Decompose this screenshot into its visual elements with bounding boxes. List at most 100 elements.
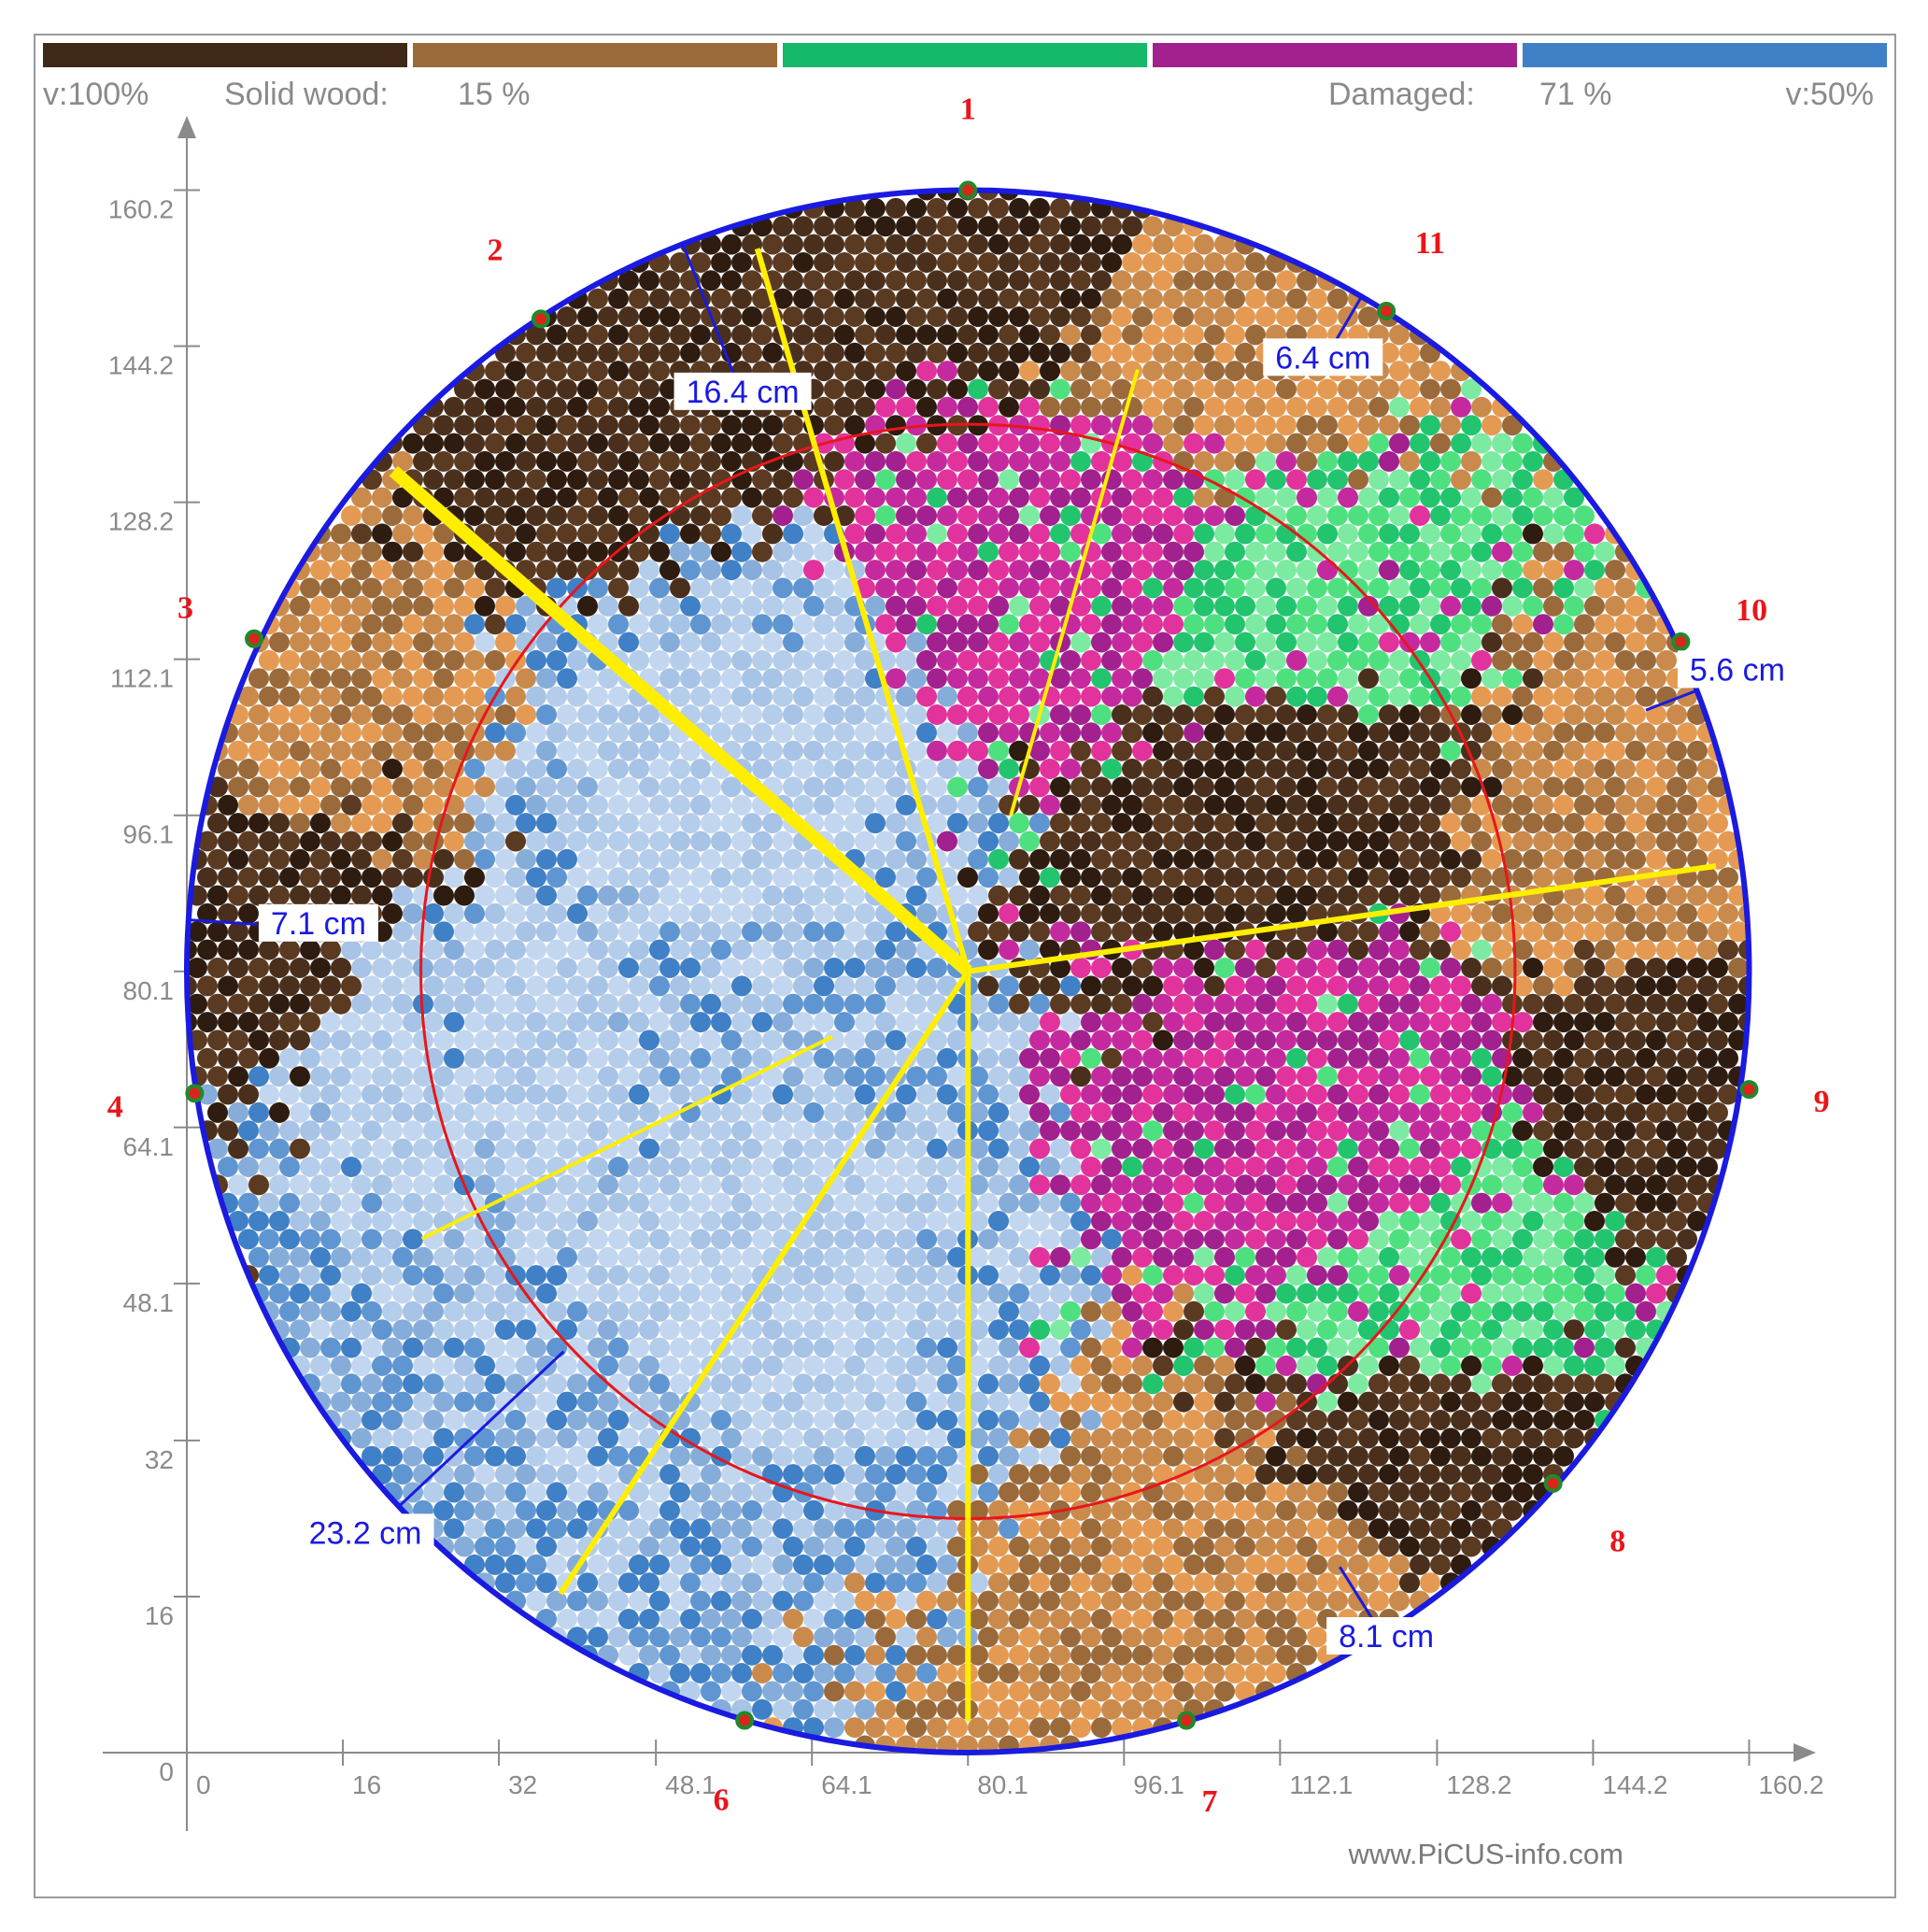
tomogram-cell — [526, 1482, 546, 1503]
tomogram-cell — [1358, 704, 1379, 725]
tomogram-cell — [814, 577, 834, 599]
tomogram-cell — [731, 288, 752, 309]
tomogram-cell — [670, 1120, 690, 1142]
tomogram-cell — [1142, 1590, 1163, 1612]
tomogram-cell — [927, 1428, 947, 1449]
tomogram-cell — [731, 649, 752, 671]
tomogram-cell — [957, 252, 978, 273]
tomogram-cell — [1338, 958, 1358, 978]
tomogram-cell — [1379, 668, 1399, 689]
tomogram-cell — [577, 342, 598, 363]
tomogram-cell — [1584, 1066, 1605, 1087]
tomogram-cell — [680, 993, 701, 1015]
tomogram-cell — [896, 252, 916, 273]
tomogram-cell — [1101, 1590, 1122, 1612]
tomogram-cell — [557, 958, 577, 978]
tomogram-cell — [701, 1211, 721, 1231]
tomogram-cell — [1101, 649, 1122, 671]
tomogram-cell — [351, 1283, 372, 1304]
tomogram-cell — [752, 722, 773, 744]
tomogram-cell — [1656, 1047, 1677, 1069]
tomogram-cell — [1307, 649, 1327, 671]
tomogram-cell — [475, 450, 495, 472]
tomogram-cell — [1235, 1391, 1255, 1413]
tomogram-cell — [1307, 1265, 1327, 1286]
tomogram-cell — [1564, 813, 1584, 834]
tomogram-cell — [1471, 759, 1492, 779]
tomogram-cell — [423, 759, 444, 779]
tomogram-cell — [1276, 487, 1297, 508]
tomogram-cell — [1646, 1138, 1666, 1159]
tomogram-cell — [690, 1300, 711, 1322]
tomogram-cell — [968, 813, 988, 834]
tomogram-cell — [403, 614, 423, 635]
tomogram-cell — [1451, 975, 1471, 997]
tomogram-cell — [690, 1337, 711, 1358]
tomogram-cell — [1595, 1120, 1615, 1142]
tomogram-cell — [1399, 595, 1420, 617]
tomogram-cell — [372, 958, 392, 978]
tomogram-cell — [1132, 1428, 1153, 1449]
tomogram-cell — [1317, 1246, 1338, 1268]
tomogram-cell — [577, 1572, 598, 1594]
tomogram-cell — [444, 1120, 464, 1142]
tomogram-cell — [1142, 867, 1163, 888]
tomogram-cell — [659, 270, 680, 291]
tomogram-cell — [495, 848, 516, 870]
tomogram-cell — [1533, 831, 1553, 852]
tomogram-cell — [1132, 1499, 1153, 1521]
tomogram-cell — [803, 993, 824, 1015]
tomogram-cell — [886, 921, 906, 943]
tomogram-cell — [516, 1391, 536, 1413]
tomogram-cell — [1410, 396, 1430, 418]
tomogram-cell — [855, 1482, 875, 1503]
tomogram-cell — [567, 1047, 588, 1069]
tomogram-cell — [659, 632, 680, 653]
tomogram-cell — [536, 1138, 557, 1159]
tomogram-cell — [505, 1157, 526, 1177]
tomogram-cell — [1132, 487, 1153, 508]
tomogram-cell — [516, 813, 536, 834]
tomogram-cell — [834, 1554, 855, 1575]
tomogram-cell — [1379, 1428, 1399, 1449]
tomogram-cell — [1625, 1101, 1646, 1123]
tomogram-cell — [814, 1265, 834, 1286]
tomogram-cell — [475, 776, 495, 798]
tomogram-cell — [433, 1499, 454, 1521]
tomogram-cell — [1009, 993, 1029, 1015]
tomogram-cell — [1677, 794, 1697, 816]
tomogram-cell — [279, 1120, 300, 1142]
tomogram-cell — [927, 378, 947, 400]
tomogram-cell — [855, 686, 875, 707]
tomogram-cell — [659, 776, 680, 798]
tomogram-cell — [773, 1265, 793, 1286]
tomogram-cell — [1266, 902, 1286, 924]
tomogram-cell — [1574, 1157, 1595, 1177]
tomogram-cell — [454, 1283, 475, 1304]
tomogram-cell — [1142, 541, 1163, 562]
tomogram-cell — [1101, 252, 1122, 273]
tomogram-cell — [865, 523, 886, 545]
tomogram-cell — [1255, 740, 1276, 761]
tomogram-cell — [1420, 1499, 1440, 1521]
tomogram-cell — [1358, 523, 1379, 545]
tomogram-cell — [1543, 1138, 1564, 1159]
tomogram-cell — [1297, 885, 1317, 906]
tomogram-cell — [1471, 541, 1492, 562]
tomogram-cell — [567, 759, 588, 779]
tomogram-cell — [1338, 1174, 1358, 1196]
tomogram-cell — [1122, 1300, 1142, 1322]
tomogram-cell — [1184, 1554, 1204, 1575]
tomogram-cell — [372, 1211, 392, 1231]
tomogram-cell — [1523, 1030, 1543, 1051]
tomogram-cell — [773, 1337, 793, 1358]
tomogram-cell — [1605, 776, 1625, 798]
tomogram-cell — [1358, 1464, 1379, 1485]
tomogram-cell — [1451, 469, 1471, 490]
tomogram-cell — [1574, 794, 1595, 816]
tomogram-cell — [1225, 939, 1245, 960]
tomogram-cell — [433, 668, 454, 689]
tomogram-cell — [1553, 1120, 1574, 1142]
tomogram-cell — [413, 704, 433, 725]
tomogram-cell — [773, 831, 793, 852]
